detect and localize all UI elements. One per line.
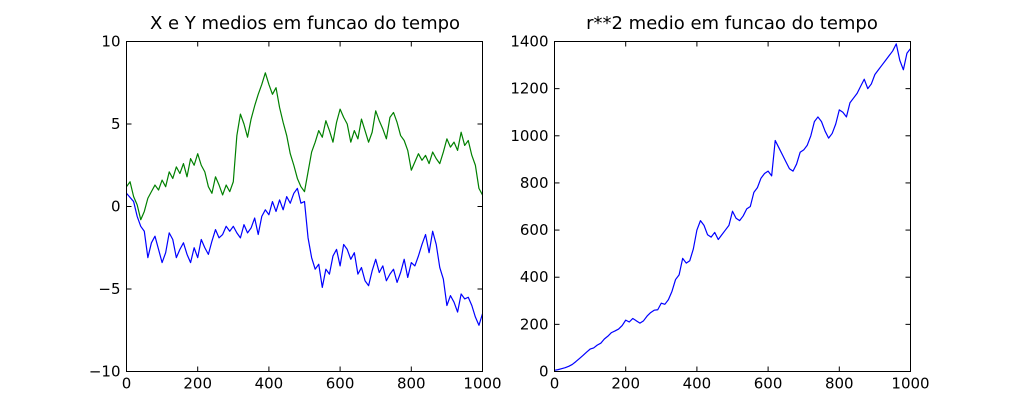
x-tick-label: 200 [611, 375, 640, 393]
y-tick-label: 1400 [510, 33, 548, 51]
xy-mean-chart: X e Y medios em funcao do tempo 0 200 400 6… [89, 13, 502, 393]
plot-frame [554, 41, 911, 372]
y-tick-label: 10 [101, 33, 120, 51]
y-tick-label: 200 [520, 315, 549, 333]
series-line-2 [126, 72, 484, 221]
x-tick-label: 600 [326, 375, 355, 393]
y-tick-label: 800 [520, 174, 549, 192]
plot-frame [126, 41, 483, 372]
x-tick-label: 800 [397, 375, 426, 393]
x-tick-label: 400 [255, 375, 284, 393]
x-tick-label: 800 [825, 375, 854, 393]
y-tick-label: 1200 [510, 80, 548, 98]
y-tick-label: 1000 [510, 127, 548, 145]
x-tick-label: 0 [122, 375, 132, 393]
series-line-1 [554, 43, 911, 371]
chart-title: X e Y medios em funcao do tempo [150, 13, 460, 34]
ticks-layer: 0 200 400 600 800 1000 −10 −5 0 5 10 [89, 33, 502, 393]
x-tick-label: 600 [754, 375, 783, 393]
y-tick-label: 0 [111, 198, 121, 216]
y-tick-label: −5 [98, 280, 120, 298]
r2-mean-chart: r**2 medio em funcao do tempo 0 200 400 600… [510, 13, 929, 393]
series-layer [126, 72, 484, 326]
y-tick-label: 600 [520, 221, 549, 239]
x-tick-label: 200 [183, 375, 212, 393]
x-tick-label: 1000 [891, 375, 929, 393]
y-tick-label: 5 [111, 115, 121, 133]
ticks-layer: 0 200 400 600 800 1000 0 200 400 600 800 1000 1200 14… [510, 33, 929, 393]
x-tick-label: 400 [683, 375, 712, 393]
y-tick-label: 0 [539, 363, 549, 381]
y-tick-label: −10 [89, 363, 121, 381]
series-line-1 [126, 187, 484, 326]
chart-title: r**2 medio em funcao do tempo [586, 13, 878, 34]
series-layer [554, 43, 911, 371]
x-tick-label: 0 [550, 375, 560, 393]
y-tick-label: 400 [520, 268, 549, 286]
x-tick-label: 1000 [463, 375, 501, 393]
